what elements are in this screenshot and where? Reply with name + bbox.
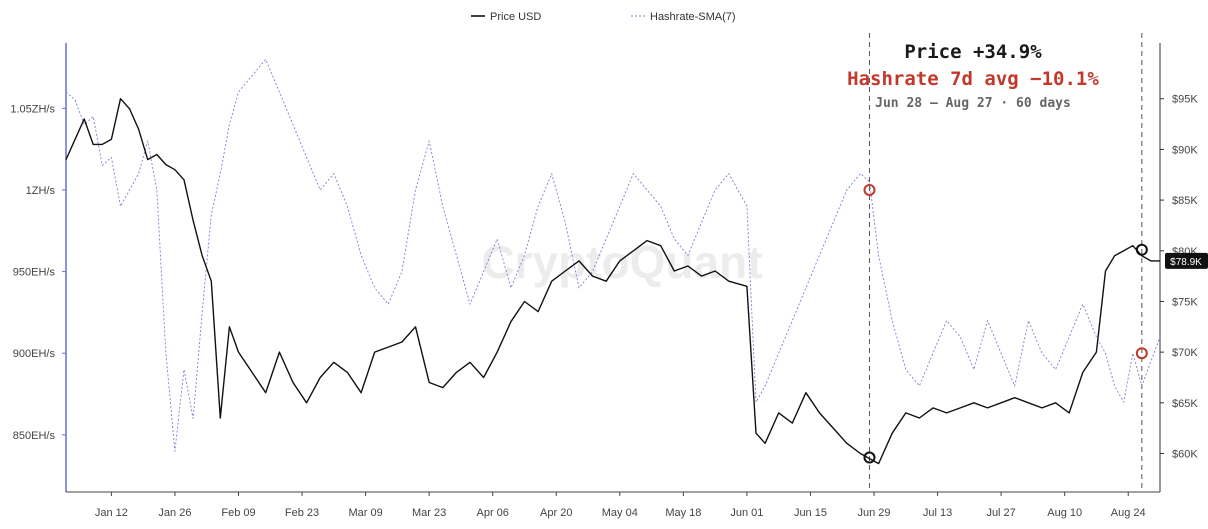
right-tick-label: $85K xyxy=(1172,195,1198,207)
x-tick-label: Aug 24 xyxy=(1111,507,1146,519)
x-tick-label: Jun 29 xyxy=(858,507,891,519)
left-tick-label: 1ZH/s xyxy=(26,185,56,197)
right-tick-label: $95K xyxy=(1172,94,1198,106)
x-tick-label: Jul 13 xyxy=(923,507,952,519)
period-lines xyxy=(868,33,1143,492)
right-tick-label: $90K xyxy=(1172,144,1198,156)
left-tick-label: 900EH/s xyxy=(13,348,56,360)
x-tick-label: Apr 20 xyxy=(540,507,572,519)
x-tick-label: Feb 23 xyxy=(285,507,319,519)
watermark: CryptoQuant xyxy=(481,236,762,288)
left-tick-label: 1.05ZH/s xyxy=(10,103,55,115)
x-tick-label: Mar 09 xyxy=(348,507,382,519)
legend: Price USD Hashrate-SMA(7) xyxy=(471,11,736,23)
period-markers xyxy=(863,183,1148,464)
right-tick-label: $60K xyxy=(1172,448,1198,460)
x-tick-label: Jun 15 xyxy=(794,507,827,519)
hashrate-change-text: Hashrate 7d avg −10.1% xyxy=(847,68,1099,90)
x-tick-label: Mar 23 xyxy=(412,507,446,519)
legend-price-label: Price USD xyxy=(490,11,541,23)
x-tick-label: Jan 26 xyxy=(158,507,191,519)
x-tick-label: Jun 01 xyxy=(730,507,763,519)
x-tick-label: Feb 09 xyxy=(221,507,255,519)
left-tick-label: 950EH/s xyxy=(13,267,56,279)
date-range-text: Jun 28 – Aug 27 · 60 days xyxy=(875,96,1071,111)
left-axis-ticks: 850EH/s 900EH/s 950EH/s 1ZH/s 1.05ZH/s xyxy=(10,103,66,442)
x-tick-label: Jul 27 xyxy=(986,507,1015,519)
right-tick-label: $65K xyxy=(1172,398,1198,410)
price-marker xyxy=(863,451,876,464)
x-tick-label: May 18 xyxy=(665,507,701,519)
last-price-text: $78.9K xyxy=(1170,257,1202,268)
x-tick-label: Aug 10 xyxy=(1047,507,1082,519)
hashrate-marker xyxy=(1135,347,1148,360)
price-usd-line xyxy=(65,97,1160,465)
right-tick-label: $70K xyxy=(1172,347,1198,359)
annotation-box: Price +34.9% Hashrate 7d avg −10.1% Jun … xyxy=(847,41,1099,111)
right-tick-label: $75K xyxy=(1172,296,1198,308)
last-price-badge xyxy=(1165,252,1208,269)
right-axis-ticks: $60K$65K$70K$75K$80K$85K$90K$95K xyxy=(1160,94,1198,460)
last-price-label: $78.9K xyxy=(1165,252,1208,269)
x-tick-label: Apr 06 xyxy=(476,507,508,519)
left-tick-label: 850EH/s xyxy=(13,430,56,442)
series-lines xyxy=(65,58,1161,465)
x-tick-label: Jan 12 xyxy=(95,507,128,519)
price-marker xyxy=(1135,243,1148,256)
hashrate-sma-line xyxy=(65,58,1161,452)
legend-hashrate-label: Hashrate-SMA(7) xyxy=(650,11,736,23)
price-change-text: Price +34.9% xyxy=(904,41,1042,63)
x-axis-ticks: Jan 12 Jan 26 Feb 09 Feb 23 Mar 09 Mar 23 Apr … xyxy=(95,492,1146,519)
hashrate-marker xyxy=(863,183,876,196)
x-tick-label: May 04 xyxy=(602,507,638,519)
